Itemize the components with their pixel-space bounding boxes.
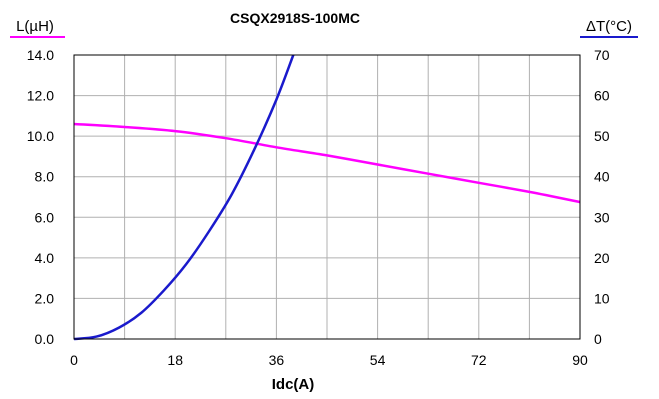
y-left-tick-label: 14.0 — [27, 47, 54, 63]
y-right-axis-title: ΔT(°C) — [586, 18, 632, 35]
y-left-tick-label: 6.0 — [35, 209, 55, 225]
tick-labels: 0 18 36 54 72 90 0.0 2.0 4.0 6.0 8.0 10.0 12.0 14.0 0 1… — [27, 47, 610, 368]
grid — [74, 55, 580, 339]
series-line-inductance — [73, 122, 581, 204]
y-right-tick-label: 40 — [594, 169, 610, 185]
y-right-tick-label: 20 — [594, 250, 610, 266]
x-tick-label: 72 — [471, 352, 487, 368]
y-left-tick-label: 10.0 — [27, 128, 54, 144]
y-left-tick-label: 4.0 — [35, 250, 55, 266]
series-layer — [73, 54, 581, 341]
x-tick-label: 18 — [167, 352, 183, 368]
series-line-temperature-rise — [73, 54, 295, 341]
y-left-tick-label: 12.0 — [27, 88, 54, 104]
x-tick-label: 90 — [572, 352, 588, 368]
y-right-tick-label: 50 — [594, 128, 610, 144]
x-tick-label: 36 — [269, 352, 285, 368]
y-right-tick-label: 60 — [594, 88, 610, 104]
y-left-tick-label: 0.0 — [35, 331, 55, 347]
y-left-axis-title: L(µH) — [16, 18, 54, 35]
x-tick-label: 0 — [70, 352, 78, 368]
y-left-tick-label: 2.0 — [35, 290, 55, 306]
y-right-tick-label: 70 — [594, 47, 610, 63]
chart-title: CSQX2918S-100MC — [230, 10, 360, 26]
y-right-tick-label: 30 — [594, 209, 610, 225]
y-right-tick-label: 0 — [594, 331, 602, 347]
y-right-tick-label: 10 — [594, 290, 610, 306]
x-axis-title: Idc(A) — [272, 376, 315, 393]
y-left-tick-label: 8.0 — [35, 169, 55, 185]
x-tick-label: 54 — [370, 352, 386, 368]
plot-area-border — [73, 54, 581, 340]
